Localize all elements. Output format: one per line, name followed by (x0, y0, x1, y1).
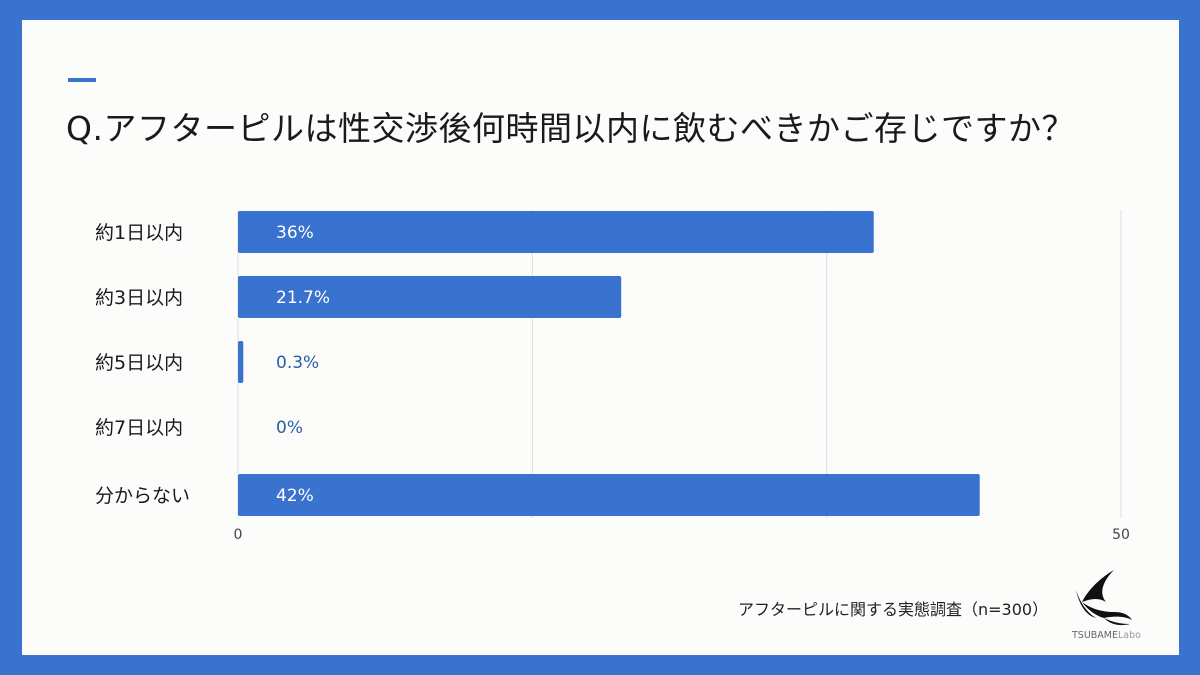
category-label: 約3日以内 (95, 287, 183, 309)
bar (238, 474, 980, 516)
bar (238, 211, 874, 253)
brand-logo-light: Labo (1118, 630, 1141, 641)
bar-value-label: 42% (276, 486, 314, 506)
x-tick-label: 50 (1112, 527, 1130, 543)
bar-value-label: 0% (276, 418, 303, 438)
chart-title: Q.アフターピルは性交渉後何時間以内に飲むべきかご存じですか？ (66, 109, 1075, 148)
swallow-bird-icon (1076, 570, 1132, 626)
bar-value-label: 21.7% (276, 288, 330, 308)
bar (238, 276, 622, 318)
bar-value-label: 36% (276, 223, 314, 243)
bar-value-label: 0.3% (276, 353, 319, 373)
brand-logo-bold: TSUBAME (1072, 630, 1119, 641)
x-tick-label: 0 (234, 527, 243, 543)
chart-card (22, 20, 1179, 655)
title-accent-bar (68, 78, 96, 82)
category-label: 約1日以内 (95, 222, 183, 244)
category-label: 約7日以内 (95, 417, 183, 439)
bar (238, 341, 244, 383)
survey-source-note: アフターピルに関する実態調査（n=300） (738, 600, 1049, 619)
category-label: 分からない (95, 485, 190, 507)
category-label: 約5日以内 (95, 352, 183, 374)
brand-logo-text: TSUBAMELabo (1072, 630, 1141, 641)
